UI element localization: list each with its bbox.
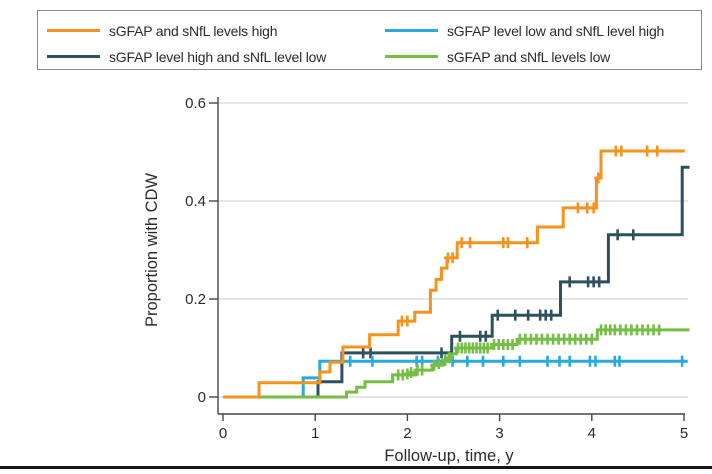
x-tick-label-5: 5 xyxy=(680,425,688,442)
legend-label-high-low: sGFAP level high and sNfL level low xyxy=(109,48,327,65)
series-line-sgfap-level-low-and-snfl-level-high xyxy=(223,359,688,399)
legend-line-swatch-high-high xyxy=(47,29,100,32)
x-tick-label-0: 0 xyxy=(219,425,227,442)
legend-item-low-low: sGFAP and sNfL levels low xyxy=(385,46,701,67)
x-tick-label-4: 4 xyxy=(588,425,596,442)
figure-bottom-rule xyxy=(0,466,712,469)
legend: sGFAP and sNfL levels high sGFAP level l… xyxy=(37,10,702,70)
series-line-sgfap-level-high-and-snfl-level-low xyxy=(223,165,690,399)
legend-item-high-high: sGFAP and sNfL levels high xyxy=(47,20,385,41)
x-tick-label-1: 1 xyxy=(311,425,319,442)
legend-item-high-low: sGFAP level high and sNfL level low xyxy=(47,46,385,67)
y-tick-label-0.2: 0.2 xyxy=(185,291,206,308)
legend-label-low-low: sGFAP and sNfL levels low xyxy=(447,48,611,65)
y-tick-label-0: 0 xyxy=(198,389,206,406)
legend-item-low-high: sGFAP level low and sNfL level high xyxy=(385,20,701,41)
x-axis-title: Follow-up, time, y xyxy=(384,447,514,465)
x-tick-label-2: 2 xyxy=(403,425,411,442)
x-tick-label-3: 3 xyxy=(495,425,503,442)
series-line-sgfap-and-snfl-levels-high xyxy=(223,149,685,399)
y-axis-title: Proportion with CDW xyxy=(143,173,161,327)
legend-line-swatch-low-low xyxy=(385,55,438,58)
y-tick-label-0.6: 0.6 xyxy=(185,95,206,112)
y-tick-label-0.4: 0.4 xyxy=(185,193,206,210)
legend-label-high-high: sGFAP and sNfL levels high xyxy=(109,22,278,39)
legend-line-swatch-low-high xyxy=(385,29,438,32)
legend-label-low-high: sGFAP level low and sNfL level high xyxy=(447,22,665,39)
legend-line-swatch-high-low xyxy=(47,55,100,58)
